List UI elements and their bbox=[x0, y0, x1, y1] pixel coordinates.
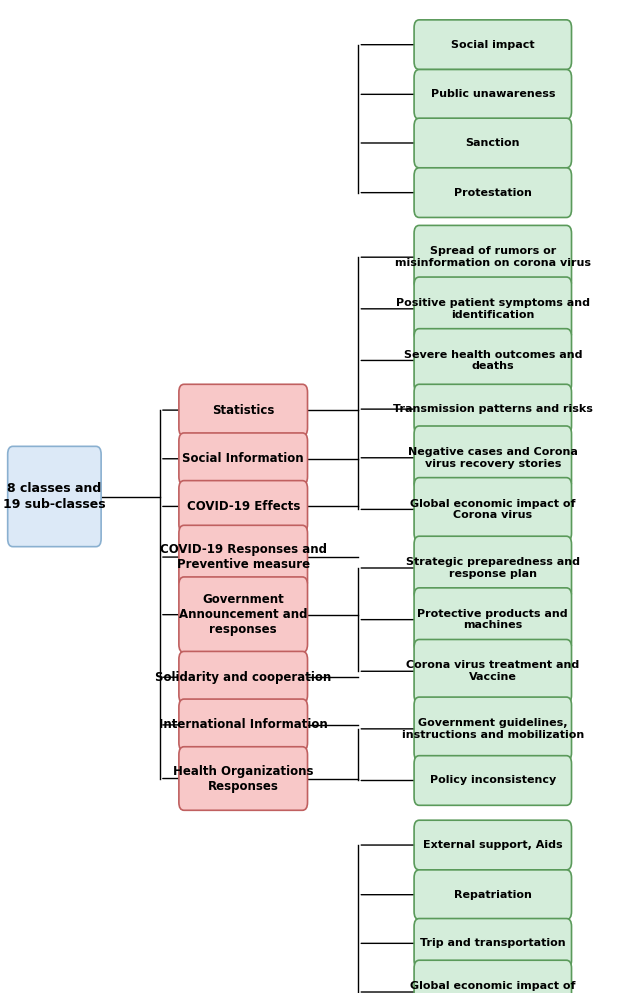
FancyBboxPatch shape bbox=[414, 697, 572, 761]
FancyBboxPatch shape bbox=[414, 478, 572, 541]
FancyBboxPatch shape bbox=[414, 588, 572, 651]
Text: Sanction: Sanction bbox=[465, 138, 520, 148]
Text: Public unawareness: Public unawareness bbox=[431, 89, 555, 99]
FancyBboxPatch shape bbox=[179, 433, 307, 485]
FancyBboxPatch shape bbox=[414, 118, 572, 168]
Text: Repatriation: Repatriation bbox=[454, 890, 532, 900]
FancyBboxPatch shape bbox=[179, 384, 307, 436]
Text: Statistics: Statistics bbox=[212, 403, 275, 417]
Text: Severe health outcomes and
deaths: Severe health outcomes and deaths bbox=[404, 350, 582, 371]
Text: Social impact: Social impact bbox=[451, 40, 534, 50]
Text: Protestation: Protestation bbox=[454, 188, 532, 198]
Text: Solidarity and cooperation: Solidarity and cooperation bbox=[155, 670, 332, 684]
FancyBboxPatch shape bbox=[414, 225, 572, 289]
FancyBboxPatch shape bbox=[179, 525, 307, 589]
Text: International Information: International Information bbox=[159, 718, 328, 732]
Text: Trip and transportation: Trip and transportation bbox=[420, 938, 566, 948]
FancyBboxPatch shape bbox=[414, 20, 572, 70]
Text: Global economic impact of
Corona virus: Global economic impact of Corona virus bbox=[410, 981, 575, 993]
Text: Strategic preparedness and
response plan: Strategic preparedness and response plan bbox=[406, 557, 580, 579]
Text: Negative cases and Corona
virus recovery stories: Negative cases and Corona virus recovery… bbox=[408, 447, 578, 469]
FancyBboxPatch shape bbox=[414, 426, 572, 490]
Text: Corona virus treatment and
Vaccine: Corona virus treatment and Vaccine bbox=[406, 660, 579, 682]
Text: Health Organizations
Responses: Health Organizations Responses bbox=[173, 765, 314, 792]
Text: COVID-19 Effects: COVID-19 Effects bbox=[186, 499, 300, 513]
FancyBboxPatch shape bbox=[179, 699, 307, 751]
FancyBboxPatch shape bbox=[414, 820, 572, 870]
FancyBboxPatch shape bbox=[414, 329, 572, 392]
FancyBboxPatch shape bbox=[414, 168, 572, 217]
Text: COVID-19 Responses and
Preventive measure: COVID-19 Responses and Preventive measur… bbox=[160, 543, 326, 571]
FancyBboxPatch shape bbox=[179, 651, 307, 703]
FancyBboxPatch shape bbox=[414, 756, 572, 805]
Text: Policy inconsistency: Policy inconsistency bbox=[429, 776, 556, 785]
FancyBboxPatch shape bbox=[8, 447, 101, 546]
Text: Positive patient symptoms and
identification: Positive patient symptoms and identifica… bbox=[396, 298, 590, 320]
FancyBboxPatch shape bbox=[414, 70, 572, 119]
FancyBboxPatch shape bbox=[179, 747, 307, 810]
Text: 8 classes and
19 sub-classes: 8 classes and 19 sub-classes bbox=[3, 483, 106, 510]
FancyBboxPatch shape bbox=[179, 577, 307, 652]
Text: External support, Aids: External support, Aids bbox=[423, 840, 563, 850]
FancyBboxPatch shape bbox=[414, 919, 572, 968]
FancyBboxPatch shape bbox=[179, 481, 307, 532]
FancyBboxPatch shape bbox=[414, 639, 572, 703]
FancyBboxPatch shape bbox=[414, 960, 572, 993]
FancyBboxPatch shape bbox=[414, 536, 572, 600]
FancyBboxPatch shape bbox=[414, 384, 572, 434]
Text: Government guidelines,
instructions and mobilization: Government guidelines, instructions and … bbox=[402, 718, 584, 740]
Text: Spread of rumors or
misinformation on corona virus: Spread of rumors or misinformation on co… bbox=[395, 246, 591, 268]
Text: Social Information: Social Information bbox=[182, 452, 304, 466]
Text: Government
Announcement and
responses: Government Announcement and responses bbox=[179, 593, 307, 637]
FancyBboxPatch shape bbox=[414, 870, 572, 920]
Text: Transmission patterns and risks: Transmission patterns and risks bbox=[393, 404, 593, 414]
Text: Protective products and
machines: Protective products and machines bbox=[417, 609, 568, 631]
Text: Global economic impact of
Corona virus: Global economic impact of Corona virus bbox=[410, 498, 575, 520]
FancyBboxPatch shape bbox=[414, 277, 572, 341]
